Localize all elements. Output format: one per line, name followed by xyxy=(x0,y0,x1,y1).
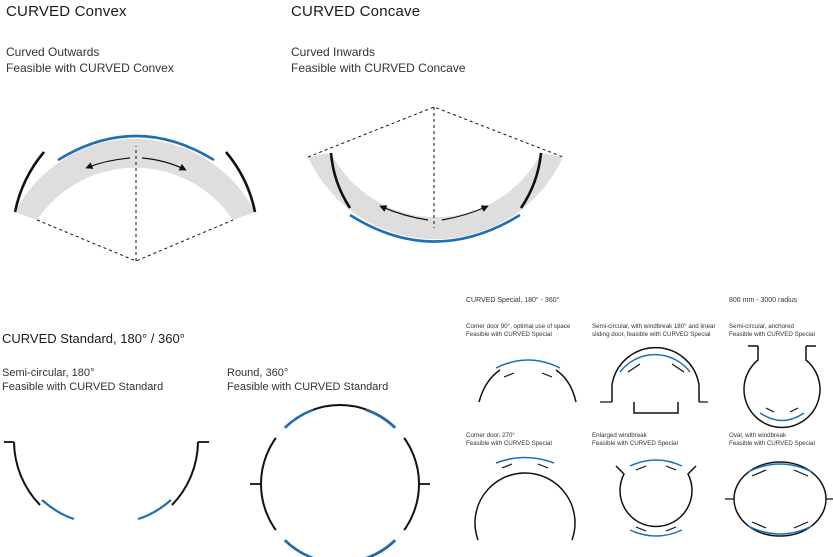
convex-right-arrow xyxy=(141,157,187,171)
sp1-blue-door xyxy=(495,359,561,369)
special-item-3-line2: Feasible with CURVED Special xyxy=(729,331,815,338)
convex-left-arrow xyxy=(85,157,131,169)
sp2-frame xyxy=(611,346,700,402)
special-item-3-line1: Semi-circular, anchored xyxy=(729,323,794,330)
concave-title: CURVED Concave xyxy=(291,3,421,20)
convex-left-frame xyxy=(13,151,45,213)
concave-description: Curved Inwards Feasible with CURVED Conc… xyxy=(291,44,466,76)
special-item-5-line2: Feasible with CURVED Special xyxy=(592,440,678,447)
convex-description: Curved Outwards Feasible with CURVED Con… xyxy=(6,44,174,76)
special-anchored-diagram xyxy=(743,345,821,429)
special-radius: 800 mm - 3000 radius xyxy=(729,297,798,304)
special-oval-diagram xyxy=(725,461,833,537)
concave-line1: Curved Inwards xyxy=(291,45,376,59)
standard-semi-diagram xyxy=(4,441,209,521)
sp6-blue-bottom xyxy=(747,525,813,535)
convex-blue-door xyxy=(57,134,215,162)
sp2-inner-panels xyxy=(627,363,685,373)
standard-semi-description: Semi-circular, 180° Feasible with CURVED… xyxy=(2,366,163,394)
special-title: CURVED Special, 180° - 360° xyxy=(466,297,560,304)
special-item-2-line1: Semi-circular, with windbreak 180° and l… xyxy=(592,323,716,330)
special-item-6-line1: Oval, with windbreak xyxy=(729,432,787,439)
special-item-1: Corner door 90°, optimal use of space Fe… xyxy=(466,323,570,339)
sp4-blue-door xyxy=(495,456,555,464)
sp1-panel-right xyxy=(541,372,553,378)
semi-line2: Feasible with CURVED Standard xyxy=(2,381,164,393)
semi-frame-right xyxy=(171,441,199,506)
round-white-gap-tl xyxy=(274,426,287,439)
sp2-sliding xyxy=(633,402,679,414)
special-item-4-line1: Corner door, 270° xyxy=(466,432,515,439)
round-white-gap-tr xyxy=(393,426,406,439)
sp5-panels xyxy=(635,465,677,532)
convex-diagram xyxy=(13,134,257,262)
standard-title: CURVED Standard, 180° / 360° xyxy=(2,331,185,346)
convex-title: CURVED Convex xyxy=(6,3,127,20)
semi-frame-left xyxy=(13,441,41,506)
special-item-5-line1: Enlarged windbreak xyxy=(592,432,647,439)
sp4-frame xyxy=(474,472,576,541)
convex-line2: Feasible with CURVED Convex xyxy=(6,61,174,75)
special-corner-90-diagram xyxy=(478,359,577,403)
special-item-5: Enlarged windbreak Feasible with CURVED … xyxy=(592,432,678,448)
sp5-frame xyxy=(615,465,697,528)
convex-band xyxy=(15,138,255,220)
convex-dashed-outline xyxy=(36,146,234,262)
special-item-4: Corner door, 270° Feasible with CURVED S… xyxy=(466,432,552,448)
special-corner-270-diagram xyxy=(474,456,576,541)
sp2-blue-door xyxy=(619,353,691,373)
special-item-1-line1: Corner door 90°, optimal use of space xyxy=(466,323,571,330)
special-item-2: Semi-circular, with windbreak 180° and l… xyxy=(592,323,716,339)
special-semi-windbreak-diagram xyxy=(600,346,708,414)
concave-diagram xyxy=(307,106,564,243)
sp5-blue-bottom xyxy=(629,529,683,537)
round-blue-bottom-right xyxy=(365,537,398,557)
round-white-gap-bl xyxy=(274,529,287,542)
standard-round-diagram xyxy=(250,404,430,557)
sp3-frame xyxy=(743,345,821,429)
round-blue-bottom-left xyxy=(282,537,314,557)
special-item-2-line2: sliding door, feasible with CURVED Speci… xyxy=(592,331,711,338)
sp1-frame-left xyxy=(478,369,501,403)
standard-round-description: Round, 360° Feasible with CURVED Standar… xyxy=(227,366,388,394)
sp4-panels xyxy=(501,463,549,469)
sp6-blue-top xyxy=(747,463,813,473)
concave-line2: Feasible with CURVED Concave xyxy=(291,61,466,75)
special-item-3: Semi-circular, anchored Feasible with CU… xyxy=(729,323,815,339)
sp3-panels xyxy=(765,407,799,413)
round-blue-top-right xyxy=(365,408,398,431)
sp6-panels xyxy=(751,469,809,529)
semi-blue-left xyxy=(41,499,75,521)
convex-line1: Curved Outwards xyxy=(6,45,100,59)
concave-right-arrow xyxy=(441,205,489,221)
special-item-4-line2: Feasible with CURVED Special xyxy=(466,440,552,447)
concave-blue-door xyxy=(349,213,521,243)
concave-left-frame xyxy=(329,152,352,209)
special-item-6-line2: Feasible with CURVED Special xyxy=(729,440,815,447)
special-enlarged-windbreak-diagram xyxy=(615,459,697,537)
sp3-blue-door xyxy=(759,412,805,422)
semi-blue-right xyxy=(137,499,172,521)
round-line1: Round, 360° xyxy=(227,367,289,379)
concave-dashed-outline xyxy=(307,106,564,228)
special-item-6: Oval, with windbreak Feasible with CURVE… xyxy=(729,432,815,448)
round-blue-top-left xyxy=(282,408,314,431)
round-line2: Feasible with CURVED Standard xyxy=(227,381,389,393)
sp1-panel-left xyxy=(503,372,515,378)
sp5-blue-top xyxy=(629,459,683,467)
round-white-gap-br xyxy=(393,529,406,542)
sp6-frame xyxy=(733,461,827,537)
concave-right-frame xyxy=(519,152,543,209)
convex-right-frame xyxy=(225,151,257,213)
concave-band xyxy=(308,153,563,240)
concave-left-arrow xyxy=(379,205,429,221)
sp1-frame-right xyxy=(555,369,577,403)
special-item-1-line2: Feasible with CURVED Special xyxy=(466,331,552,338)
semi-line1: Semi-circular, 180° xyxy=(2,367,95,379)
